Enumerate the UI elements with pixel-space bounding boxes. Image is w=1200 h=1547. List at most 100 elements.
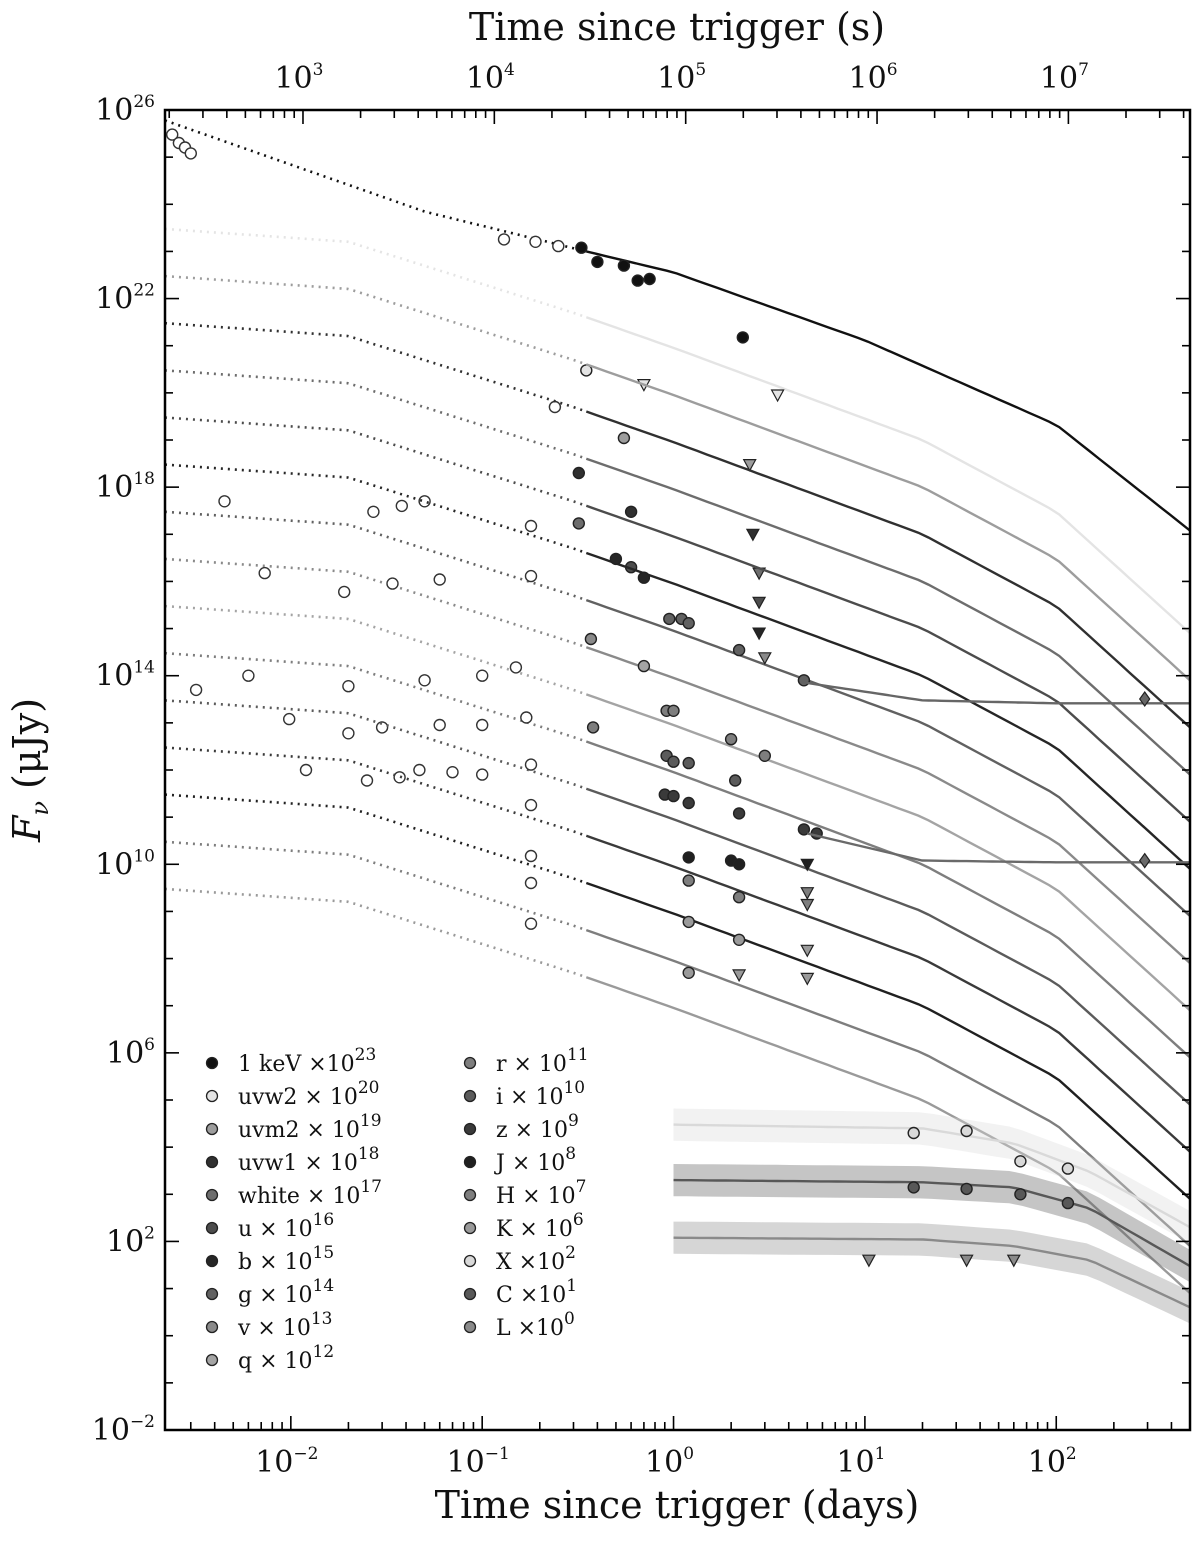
upper-limit-v-0 [757,652,772,666]
data-point-q-6 [637,659,651,673]
x-tick-label-0-base: 10 [255,1445,293,1480]
model-line-dotted-u [165,416,587,508]
upper-limit-K-0 [732,969,747,983]
y-tick-label-3-exp: 10 [133,846,155,866]
legend-label-exp-v: 13 [311,1309,333,1329]
x-tick-label-3: 101 [836,1444,885,1480]
data-point-H-1 [682,874,695,887]
model-line-dotted-uvw2 [165,227,587,319]
data-point-i-0 [299,763,313,777]
x2-tick-label-0: 103 [274,60,323,96]
y-tick-label-1-exp: 2 [144,1223,155,1243]
upper-limit-u-0 [752,596,767,610]
data-point-v-1 [338,585,351,599]
data-point-v-0 [258,566,271,580]
y-tick-label-3: 1010 [95,846,155,882]
y-tick-label-5-exp: 18 [133,469,155,489]
x-tick-label-2-exp: 0 [683,1444,694,1464]
model-line-i [585,787,1190,1106]
x-tick-label-1-base: 10 [447,1445,485,1480]
legend-label-L: L ×100 [496,1309,575,1341]
data-point-g-4 [732,643,746,657]
legend-label-text-g: g × 10 [238,1283,313,1308]
data-point-i-3 [413,763,426,777]
legend-label-uvm2: uvm2 × 1019 [238,1111,382,1143]
legend-marker-uvw1 [205,1155,219,1169]
y-tick-label-7: 1026 [95,92,155,128]
legend-label-exp-1 keV: 23 [355,1045,377,1065]
model-line-dotted-H [165,840,587,932]
x-tick-label-2-base: 10 [645,1445,683,1480]
data-point-i-10 [729,774,742,787]
upper-limit-H-0 [800,887,815,900]
data-point-q-2 [342,680,355,693]
data-point-H-2 [732,891,746,904]
legend-marker-uvm2 [205,1122,219,1136]
x2-tick-label-3-base: 10 [849,61,887,96]
data-point-1 keV-11 [643,272,656,286]
upper-limit-uvw1-0 [745,528,760,542]
legend-label-u: u × 1016 [238,1210,334,1242]
legend-label-white: white × 1017 [238,1177,382,1209]
legend-label-b: b × 1015 [238,1243,334,1275]
x2-tick-label-4-exp: 7 [1078,60,1089,80]
y-tick-label-6-base: 10 [95,282,133,317]
legend-label-i: i × 1010 [496,1078,585,1110]
data-point-r-9 [724,733,738,746]
data-point-1 keV-9 [617,259,631,272]
legend-label-uvw1: uvw1 × 1018 [238,1144,379,1176]
legend-label-text-z: z × 10 [496,1118,568,1143]
legend-label-text-uvw1: uvw1 × 10 [238,1151,358,1176]
data-point-J-1 [682,851,695,864]
data-point-1 keV-6 [552,239,565,253]
data-point-g-1 [663,612,676,626]
legend-label-g: g × 1014 [238,1276,334,1308]
legend-label-text-X: X ×10 [496,1250,565,1275]
data-point-r-8 [667,704,680,717]
legend-label-exp-uvw1: 18 [358,1144,380,1164]
model-line-g-host [807,681,1190,705]
upper-limit-L-2 [1006,1254,1021,1268]
data-point-v-3 [433,573,446,586]
legend-marker-H [463,1188,477,1202]
model-line-uvw2 [585,316,1190,634]
x-tick-label-1-exp: −1 [485,1444,510,1464]
model-line-z [585,834,1190,1153]
data-point-r-10 [758,749,771,762]
data-point-u-1 [367,505,380,518]
x-tick-label-0-exp: −2 [293,1444,318,1464]
x-tick-label-4-exp: 2 [1066,1444,1077,1464]
data-point-i-2 [393,771,406,784]
legend-label-z: z × 109 [496,1111,579,1143]
legend-marker-white [205,1188,219,1202]
model-line-dotted-uvm2 [165,274,587,366]
data-point-white-0 [572,517,585,530]
legend-label-H: H × 107 [496,1177,586,1209]
y-tick-label-7-base: 10 [95,93,133,128]
legend-label-text-v: v × 10 [237,1316,311,1341]
x2-tick-label-4: 107 [1040,60,1089,96]
data-point-z-5 [797,823,811,836]
diamond-point-g-host-0 [1138,690,1151,708]
data-point-v-2 [386,577,399,590]
x2-tick-label-2: 105 [657,60,706,96]
y-tick-label-4: 1014 [95,658,155,694]
legend-label-X: X ×102 [496,1243,576,1275]
data-point-i-5 [476,768,489,781]
data-point-i-6 [524,758,538,771]
legend-label-exp-white: 17 [360,1177,382,1197]
data-point-g-3 [682,617,695,630]
legend-label-text-J: J × 10 [494,1151,565,1176]
model-line-K [585,976,1190,1294]
legend-label-exp-q: 12 [313,1342,335,1362]
data-point-1 keV-8 [591,255,604,269]
legend-marker-q [205,1353,219,1367]
data-point-K-1 [682,915,695,929]
data-point-q-3 [418,674,431,687]
y-tick-label-3-base: 10 [95,847,133,882]
model-line-dotted-r [165,651,587,743]
x2-tick-label-2-base: 10 [657,61,695,96]
model-line-dotted-v [165,557,587,649]
model-line-dotted-J [165,793,587,885]
